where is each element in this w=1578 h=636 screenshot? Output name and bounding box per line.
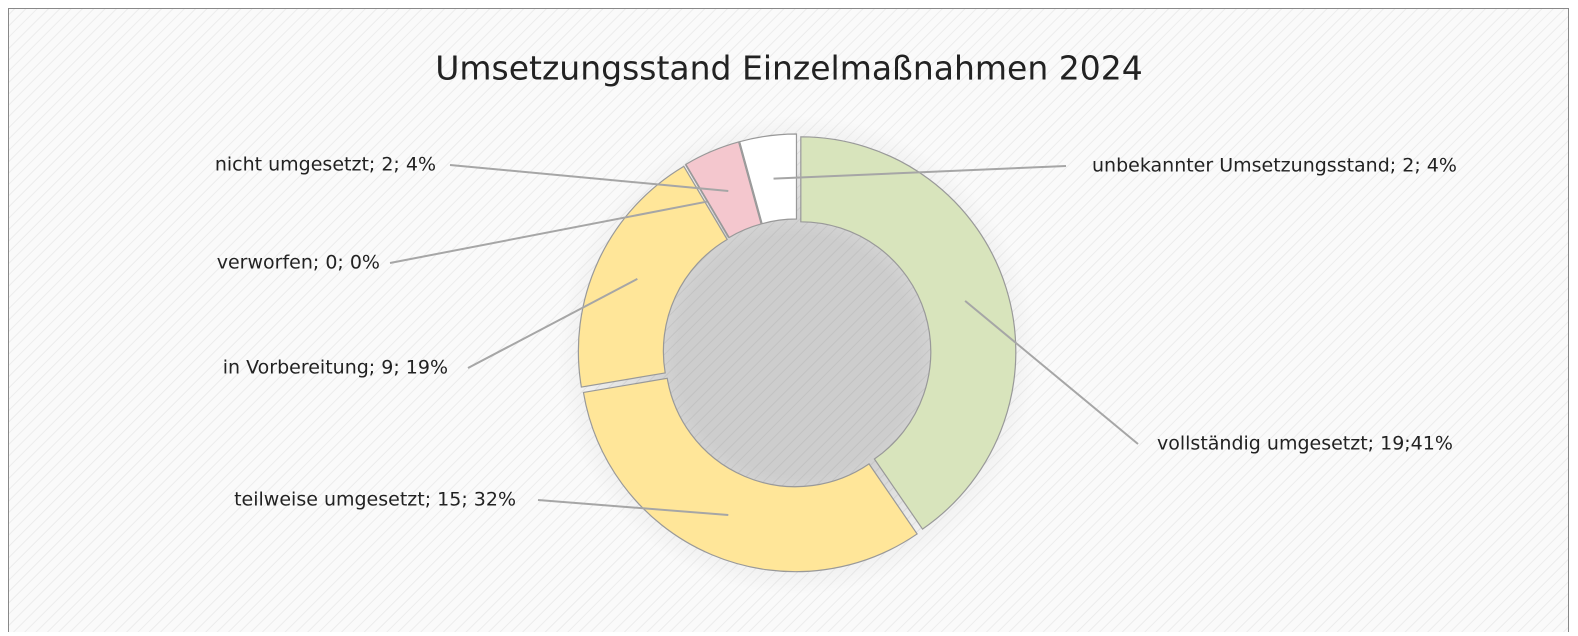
data-label: unbekannter Umsetzungsstand; 2; 4% bbox=[1092, 155, 1457, 177]
data-label: teilweise umgesetzt; 15; 32% bbox=[234, 489, 516, 511]
leader-line bbox=[964, 300, 1139, 445]
leader-line bbox=[389, 200, 708, 264]
data-label: in Vorbereitung; 9; 19% bbox=[223, 357, 448, 379]
leader-line bbox=[449, 164, 729, 192]
leader-line bbox=[537, 499, 729, 517]
leader-line bbox=[467, 278, 638, 369]
data-label: vollständig umgesetzt; 19;41% bbox=[1157, 433, 1453, 455]
donut-slice bbox=[738, 133, 798, 225]
chart-title: Umsetzungsstand Einzelmaßnahmen 2024 bbox=[435, 49, 1143, 88]
donut-slice bbox=[577, 165, 728, 388]
data-label: verworfen; 0; 0% bbox=[217, 252, 380, 274]
donut-slice bbox=[800, 136, 1017, 530]
donut-slice bbox=[582, 377, 918, 573]
leader-line bbox=[773, 165, 1067, 180]
data-label: nicht umgesetzt; 2; 4% bbox=[215, 154, 436, 176]
